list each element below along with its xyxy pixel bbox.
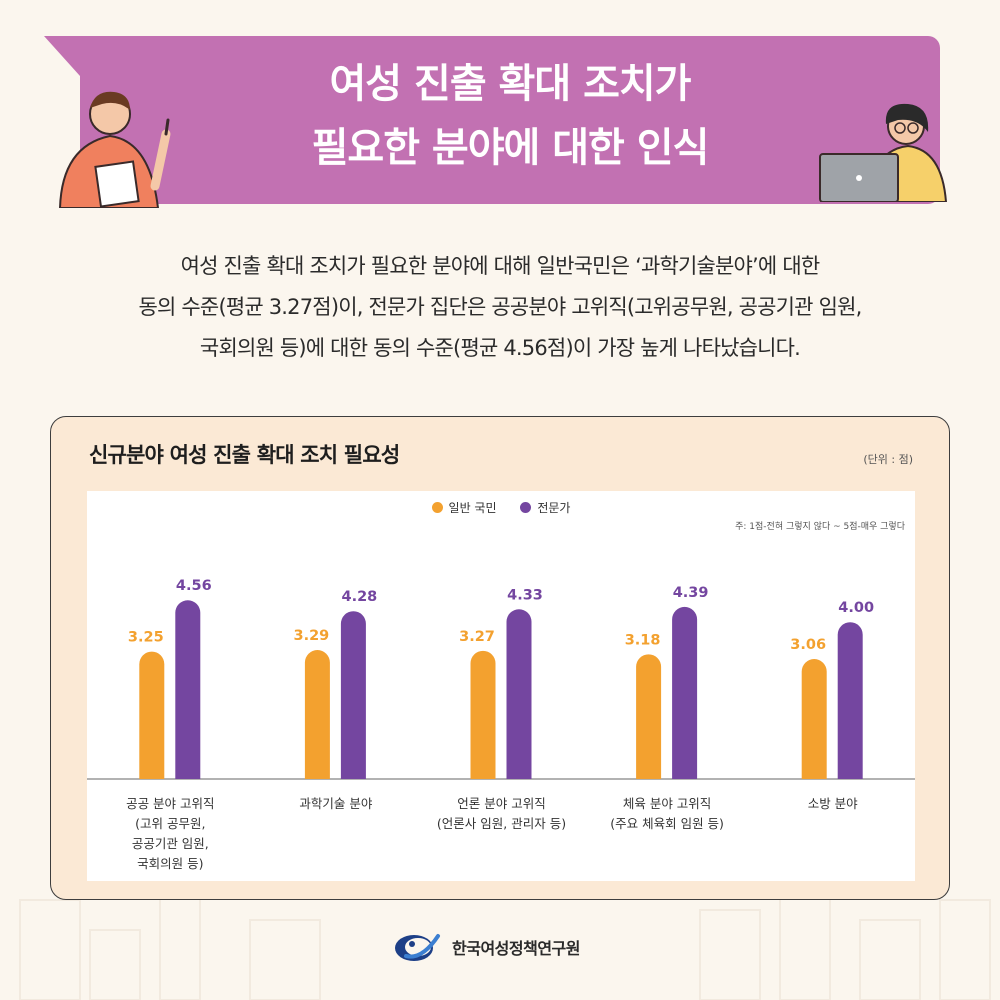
bar-chart: 3.25 4.56 3.29 4.28 3.27 4.33 3.18 4.39 3.06 4.00 bbox=[87, 578, 915, 780]
category-label-4: 소방 분야 bbox=[807, 796, 858, 811]
category-label-3: 체육 분야 고위직 (주요 체육회 임원 등) bbox=[610, 796, 724, 831]
bar-general-0 bbox=[139, 651, 165, 779]
chart-title: 신규분야 여성 진출 확대 조치 필요성 bbox=[89, 443, 400, 467]
bar-expert-0 bbox=[175, 600, 201, 779]
data-label-expert-0: 4.56 bbox=[176, 578, 212, 594]
bar-general-1 bbox=[304, 650, 330, 779]
bar-expert-2 bbox=[506, 609, 532, 779]
data-label-expert-2: 4.33 bbox=[507, 587, 543, 603]
legend-label-general: 일반 국민 bbox=[448, 501, 497, 515]
data-label-expert-3: 4.39 bbox=[673, 585, 709, 601]
chart-unit: (단위 : 점) bbox=[863, 453, 913, 466]
man-pointing-with-clipboard-icon bbox=[58, 91, 171, 208]
org-logo: 한국여성정책연구원 bbox=[392, 930, 580, 964]
city-skyline-decoration bbox=[19, 879, 991, 1000]
data-label-general-1: 3.29 bbox=[294, 628, 330, 644]
data-label-general-3: 3.18 bbox=[625, 632, 661, 648]
bar-general-3 bbox=[636, 654, 662, 779]
description-line-2: 동의 수준(평균 3.27점)이, 전문가 집단은 공공분야 고위직(고위공무원… bbox=[138, 295, 862, 319]
legend-label-expert: 전문가 bbox=[537, 501, 571, 515]
chart-plot-area: 일반 국민 전문가 주: 1점-전혀 그렇지 않다 ~ 5점-매우 그렇다 3.… bbox=[87, 491, 915, 881]
chart-note: 주: 1점-전혀 그렇지 않다 ~ 5점-매우 그렇다 bbox=[735, 522, 905, 532]
category-label-2: 언론 분야 고위직 (언론사 임원, 관리자 등) bbox=[436, 796, 567, 831]
data-label-expert-4: 4.00 bbox=[838, 600, 874, 616]
data-label-general-4: 3.06 bbox=[790, 637, 826, 653]
data-label-general-2: 3.27 bbox=[459, 629, 495, 645]
bar-expert-4 bbox=[837, 622, 863, 779]
title-banner bbox=[80, 36, 940, 204]
chart-legend: 일반 국민 전문가 bbox=[87, 499, 915, 516]
bar-expert-1 bbox=[340, 611, 366, 779]
description: 여성 진출 확대 조치가 필요한 분야에 대해 일반국민은 ‘과학기술분야’에 … bbox=[40, 246, 960, 369]
legend-dot-expert bbox=[520, 502, 532, 513]
bar-expert-3 bbox=[672, 606, 698, 779]
description-line-1: 여성 진출 확대 조치가 필요한 분야에 대해 일반국민은 ‘과학기술분야’에 … bbox=[180, 254, 821, 278]
legend-item-general: 일반 국민 bbox=[431, 499, 497, 516]
kwdi-logo-icon bbox=[395, 934, 440, 961]
title-line-1: 여성 진출 확대 조치가 bbox=[329, 61, 692, 107]
description-line-3: 국회의원 등)에 대한 동의 수준(평균 4.56점)이 가장 높게 나타났습니… bbox=[199, 336, 801, 360]
org-name: 한국여성정책연구원 bbox=[452, 939, 580, 958]
chart-card: 신규분야 여성 진출 확대 조치 필요성 (단위 : 점) 일반 국민 전문가 … bbox=[50, 416, 950, 900]
legend-dot-general bbox=[431, 502, 443, 513]
category-label-0: 공공 분야 고위직 (고위 공무원, 공공기관 임원, 국회의원 등) bbox=[126, 796, 215, 871]
bar-general-2 bbox=[470, 650, 496, 779]
legend-item-expert: 전문가 bbox=[520, 499, 570, 516]
data-label-general-0: 3.25 bbox=[128, 630, 164, 646]
category-label-1: 과학기술 분야 bbox=[299, 796, 373, 811]
title-line-2: 필요한 분야에 대한 인식 bbox=[311, 125, 710, 171]
bar-general-4 bbox=[801, 659, 827, 779]
data-label-expert-1: 4.28 bbox=[342, 589, 378, 605]
page-title: 여성 진출 확대 조치가 필요한 분야에 대한 인식 bbox=[80, 52, 940, 180]
woman-with-laptop-icon bbox=[819, 103, 948, 202]
